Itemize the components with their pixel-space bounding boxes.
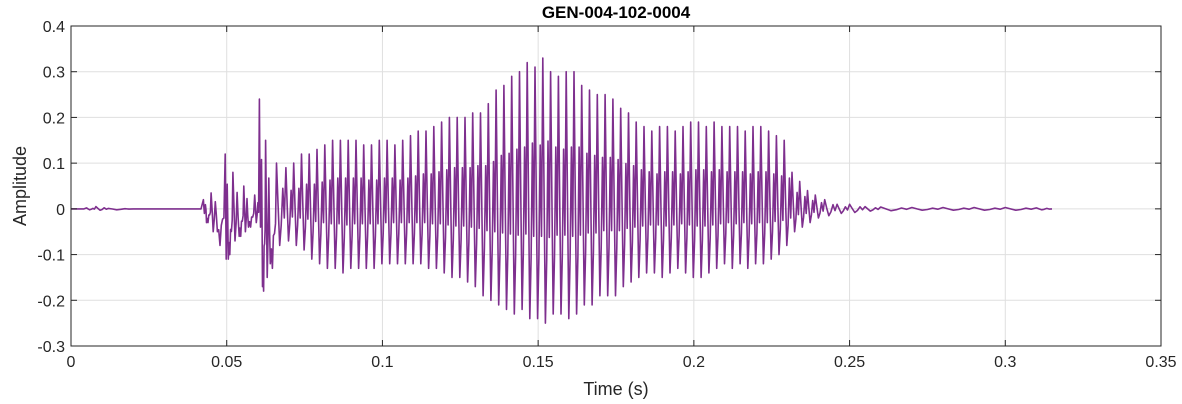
x-tick-label: 0 (67, 354, 76, 371)
y-axis-label: Amplitude (10, 146, 30, 226)
waveform-line (71, 57, 1053, 324)
ticks: 0 0.05 0.1 0.15 0.2 0.25 0.3 0.35 -0.3 -0.2 -0.1 0 0… (37, 19, 1176, 371)
x-tick-label: 0.3 (994, 354, 1016, 371)
axes-box (70, 25, 1162, 347)
x-axis-label: Time (s) (583, 379, 648, 399)
chart-title: GEN-004-102-0004 (542, 3, 691, 22)
x-tick-label: 0.25 (834, 354, 865, 371)
y-tick-label: -0.3 (37, 339, 65, 356)
plot-area (71, 57, 1053, 324)
y-tick-label: -0.2 (37, 293, 65, 310)
x-tick-label: 0.2 (683, 354, 705, 371)
x-tick-label: 0.1 (371, 354, 393, 371)
y-tick-label: 0 (56, 202, 65, 219)
x-tick-label: 0.15 (523, 354, 554, 371)
y-tick-label: -0.1 (37, 248, 65, 265)
x-tick-label: 0.35 (1145, 354, 1176, 371)
y-tick-label: 0.4 (43, 19, 65, 36)
y-tick-label: 0.2 (43, 110, 65, 127)
x-tick-label: 0.05 (211, 354, 242, 371)
y-tick-label: 0.1 (43, 156, 65, 173)
y-tick-label: 0.3 (43, 65, 65, 82)
